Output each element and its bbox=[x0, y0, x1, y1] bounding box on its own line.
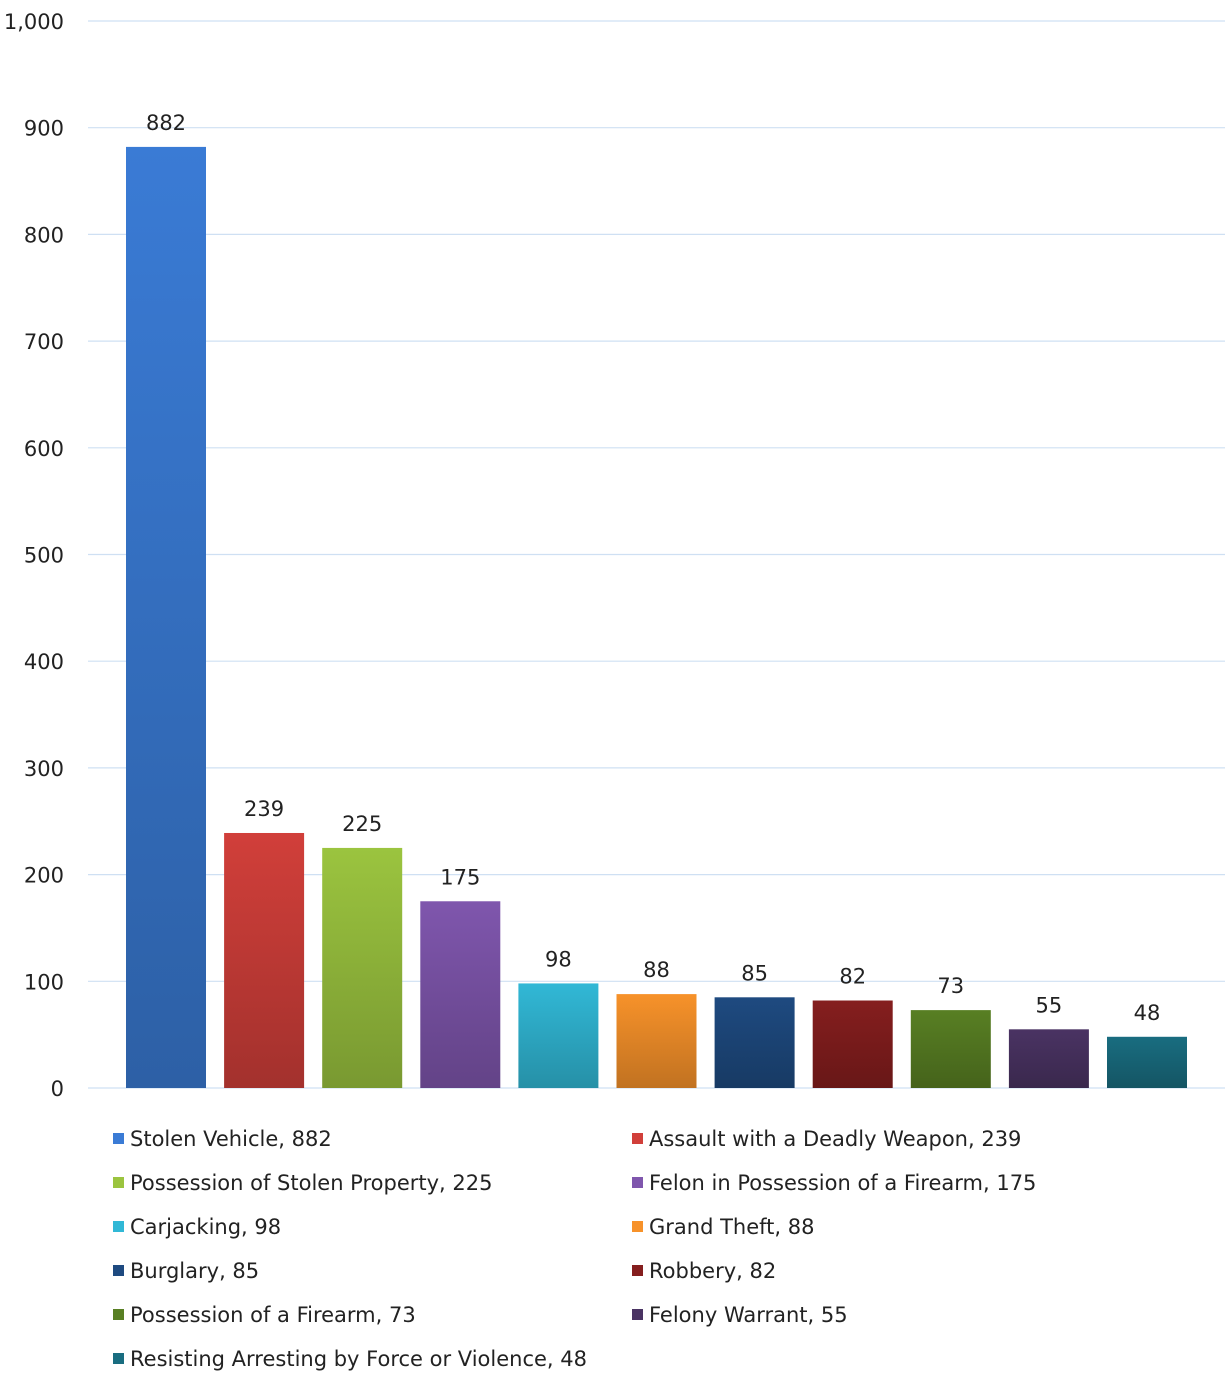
legend-item: Grand Theft, 88 bbox=[632, 1211, 1192, 1242]
bar bbox=[518, 983, 599, 1088]
legend-item: Felon in Possession of a Firearm, 175 bbox=[632, 1167, 1192, 1198]
bar bbox=[1107, 1036, 1187, 1088]
bar-chart: 0 100 200 300 400 500 600 700 800 900 1,000 882 239… bbox=[4, 10, 1225, 1101]
bar bbox=[812, 1000, 893, 1088]
legend-item: Carjacking, 98 bbox=[113, 1211, 632, 1242]
data-label: 82 bbox=[839, 965, 866, 989]
legend-label: Felony Warrant, 55 bbox=[649, 1302, 848, 1327]
legend-swatch bbox=[113, 1177, 124, 1188]
legend-swatch bbox=[113, 1309, 124, 1320]
data-labels: 882 239 225 175 98 88 85 82 73 55 48 bbox=[146, 111, 1160, 1025]
bar bbox=[714, 997, 795, 1088]
legend-item: Robbery, 82 bbox=[632, 1255, 1192, 1286]
data-label: 882 bbox=[146, 111, 186, 135]
legend-item: Possession of a Firearm, 73 bbox=[113, 1299, 632, 1330]
y-tick-label: 200 bbox=[24, 864, 64, 888]
data-label: 88 bbox=[643, 958, 670, 982]
data-label: 225 bbox=[342, 812, 382, 836]
legend-swatch bbox=[632, 1221, 643, 1232]
legend-item: Possession of Stolen Property, 225 bbox=[113, 1167, 632, 1198]
legend-label: Burglary, 85 bbox=[130, 1258, 260, 1283]
y-tick-label: 900 bbox=[24, 117, 64, 141]
bar bbox=[224, 832, 305, 1088]
legend-swatch bbox=[632, 1177, 643, 1188]
legend-item: Assault with a Deadly Weapon, 239 bbox=[632, 1123, 1192, 1154]
legend-label: Possession of a Firearm, 73 bbox=[130, 1302, 416, 1327]
legend-label: Stolen Vehicle, 882 bbox=[130, 1126, 332, 1151]
y-tick-label: 800 bbox=[24, 223, 64, 247]
y-tick-label: 1,000 bbox=[4, 10, 64, 34]
legend-swatch bbox=[113, 1221, 124, 1232]
legend-item: Felony Warrant, 55 bbox=[632, 1299, 1192, 1330]
data-label: 175 bbox=[440, 865, 480, 889]
data-label: 239 bbox=[244, 797, 284, 821]
y-tick-label: 500 bbox=[24, 544, 64, 568]
y-tick-label: 0 bbox=[51, 1077, 64, 1101]
legend-item: Resisting Arresting by Force or Violence… bbox=[113, 1343, 632, 1374]
legend-label: Felon in Possession of a Firearm, 175 bbox=[649, 1170, 1037, 1195]
legend-label: Possession of Stolen Property, 225 bbox=[130, 1170, 493, 1195]
data-label: 73 bbox=[937, 974, 964, 998]
legend-swatch bbox=[113, 1353, 124, 1364]
bars bbox=[126, 146, 1187, 1088]
legend-label: Carjacking, 98 bbox=[130, 1214, 282, 1239]
bar bbox=[616, 994, 697, 1088]
data-label: 85 bbox=[741, 961, 768, 985]
bar bbox=[420, 901, 501, 1088]
legend-swatch bbox=[632, 1265, 643, 1276]
y-tick-label: 300 bbox=[24, 757, 64, 781]
y-tick-label: 700 bbox=[24, 330, 64, 354]
bar bbox=[322, 847, 403, 1088]
y-tick-label: 600 bbox=[24, 437, 64, 461]
legend-swatch bbox=[113, 1133, 124, 1144]
legend-label: Robbery, 82 bbox=[649, 1258, 777, 1283]
bar bbox=[910, 1010, 991, 1088]
legend-label: Grand Theft, 88 bbox=[649, 1214, 815, 1239]
y-tick-label: 100 bbox=[24, 970, 64, 994]
bar bbox=[126, 146, 206, 1088]
legend-item: Stolen Vehicle, 882 bbox=[113, 1123, 632, 1154]
data-label: 55 bbox=[1036, 993, 1063, 1017]
legend-item: Burglary, 85 bbox=[113, 1255, 632, 1286]
legend-swatch bbox=[632, 1133, 643, 1144]
legend: Stolen Vehicle, 882 Assault with a Deadly… bbox=[113, 1123, 1213, 1374]
data-label: 48 bbox=[1134, 1001, 1161, 1025]
bar bbox=[1008, 1029, 1089, 1088]
legend-swatch bbox=[113, 1265, 124, 1276]
legend-swatch bbox=[632, 1309, 643, 1320]
data-label: 98 bbox=[545, 947, 572, 971]
legend-label: Resisting Arresting by Force or Violence… bbox=[130, 1346, 587, 1371]
y-tick-label: 400 bbox=[24, 650, 64, 674]
legend-label: Assault with a Deadly Weapon, 239 bbox=[649, 1126, 1022, 1151]
y-axis-tick-labels: 0 100 200 300 400 500 600 700 800 900 1,000 bbox=[4, 10, 64, 1101]
